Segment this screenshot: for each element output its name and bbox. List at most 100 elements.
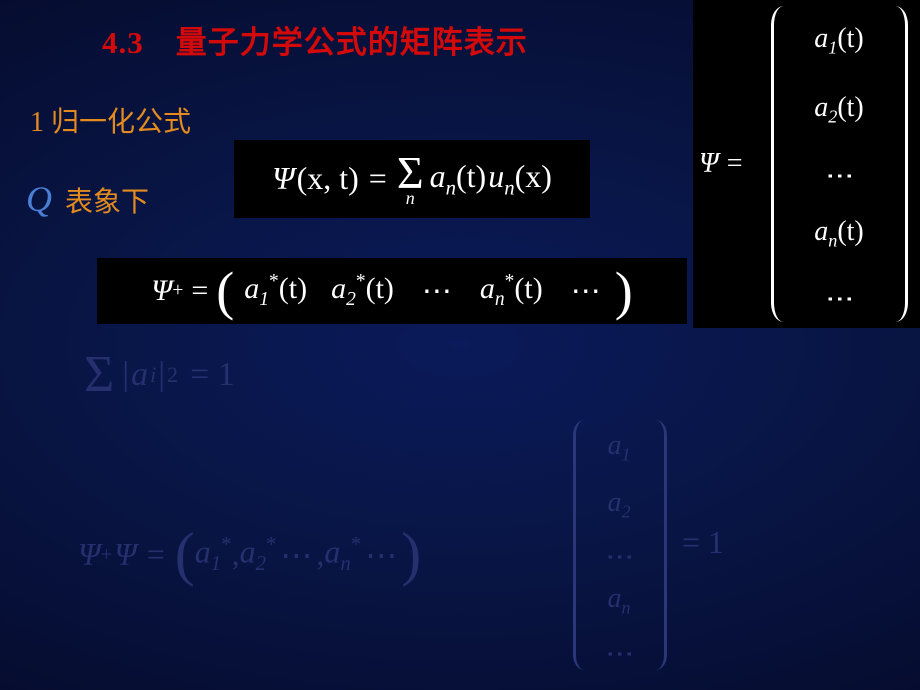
equation-row-vector: Ψ + = ( a1*(t) a2*(t) ⋯ an*(t) ⋯ ) [97, 258, 687, 324]
a: a [430, 158, 446, 194]
sub: 1 [621, 445, 630, 465]
rowvec-row: Ψ + = ( a1*(t) a2*(t) ⋯ an*(t) ⋯ ) [151, 260, 632, 322]
hdots-icon: ⋯ [571, 274, 601, 309]
right-paren-icon [648, 420, 667, 670]
psi-args: (x, t) [297, 160, 359, 197]
bar: | [122, 356, 129, 394]
a: a [607, 430, 621, 461]
star: * [266, 533, 276, 556]
col-item: a1 [607, 430, 630, 466]
row-item: an* [324, 533, 361, 576]
subsection-title: 1 归一化公式 [30, 100, 191, 140]
eq1-row: Ψ (x, t) = Σ n an(t) un(x) [272, 152, 552, 206]
section-title: 4.3 量子力学公式的矩阵表示 [102, 17, 528, 62]
arg: (t) [366, 272, 394, 305]
eq: = 1 [190, 356, 235, 394]
a: a [607, 487, 621, 518]
right-paren: ) [615, 260, 633, 322]
equals-sign: = [147, 536, 165, 573]
psi-symbol: Ψ [272, 160, 295, 197]
a: a [244, 272, 259, 305]
q-symbol: Q [26, 179, 52, 219]
a-term: an(t) [430, 158, 487, 200]
sub: n [828, 230, 837, 250]
equals-sign: = [369, 160, 387, 197]
a: a [814, 216, 828, 247]
a: a [607, 583, 621, 614]
sub: 2 [256, 552, 266, 575]
sub: n [340, 552, 350, 575]
u-sub: n [504, 176, 514, 199]
column-entries: a1 a2 ⋮ an ⋮ [590, 420, 648, 670]
vdots-icon: ⋮ [825, 285, 853, 305]
left-paren: ( [216, 260, 234, 322]
lhs: Ψ + Ψ = ( a1* , a2* ⋯ , an* ⋯ ) [78, 520, 421, 589]
bar: | [158, 356, 165, 394]
hdots-icon: ⋯ [280, 536, 312, 574]
equation-column-vector: Ψ = a1(t) a2(t) ⋮ an(t) ⋮ [693, 0, 920, 328]
u-arg: (x) [515, 158, 552, 194]
col-item: a2 [607, 487, 630, 523]
sub: 2 [828, 107, 837, 127]
representation-label: Q 表象下 [26, 178, 149, 220]
arg: (t) [514, 272, 542, 305]
a-sub: n [446, 176, 456, 199]
u: u [488, 158, 504, 194]
ghost-inner-product: Ψ + Ψ = ( a1* , a2* ⋯ , an* ⋯ ) a1 a2 ⋮ … [78, 420, 838, 670]
col-item: an [607, 583, 630, 619]
a: a [814, 23, 828, 54]
right-paren: ) [401, 520, 421, 589]
comma: , [316, 536, 324, 573]
psi-symbol: Ψ [78, 536, 101, 573]
ghost-normalization: Σ | ai |2 = 1 [84, 345, 235, 404]
colvec-row: Ψ = a1(t) a2(t) ⋮ an(t) ⋮ [693, 0, 920, 328]
a: a [814, 92, 828, 123]
sub: 1 [259, 289, 269, 310]
vdots-icon: ⋮ [605, 640, 633, 660]
equation-expansion: Ψ (x, t) = Σ n an(t) un(x) [234, 140, 590, 218]
subtitle-text: 1 归一化公式 [30, 107, 191, 138]
a: a [240, 534, 256, 570]
star: * [221, 533, 231, 556]
col-item: a1(t) [814, 23, 864, 59]
ghost-sum-row: Σ | ai |2 = 1 [84, 345, 235, 404]
dagger: + [172, 280, 183, 302]
sub: 2 [346, 289, 356, 310]
psi-symbol: Ψ [699, 148, 719, 180]
column-entries: a1(t) a2(t) ⋮ an(t) ⋮ [791, 6, 887, 322]
col-item: a2(t) [814, 92, 864, 128]
row-item: a1* [195, 533, 232, 576]
sub: n [495, 289, 505, 310]
psi-symbol: Ψ [151, 274, 172, 308]
left-paren-icon [771, 6, 792, 322]
sigma: Σ [84, 345, 114, 404]
rhs: = 1 [682, 524, 724, 561]
right-paren-icon [887, 6, 908, 322]
hdots-icon: ⋯ [422, 274, 452, 309]
a: a [131, 356, 148, 394]
row-item: a2*(t) [331, 271, 394, 311]
ghost-prod-row: Ψ + Ψ = ( a1* , a2* ⋯ , an* ⋯ ) a1 a2 ⋮ … [78, 420, 838, 670]
sub: 2 [621, 501, 630, 521]
arg: (t) [837, 92, 863, 123]
a: a [195, 534, 211, 570]
sub: 1 [828, 38, 837, 58]
star: * [505, 271, 515, 292]
sub: 1 [211, 552, 221, 575]
dagger: + [101, 543, 113, 567]
star: * [351, 533, 361, 556]
arg: (t) [279, 272, 307, 305]
star: * [356, 271, 366, 292]
col-item: an(t) [814, 216, 864, 252]
a-arg: (t) [456, 158, 486, 194]
title-text: 4.3 量子力学公式的矩阵表示 [102, 25, 528, 60]
row-item: a1*(t) [244, 271, 307, 311]
comma: , [232, 536, 240, 573]
rep-text: 表象下 [65, 187, 149, 218]
row-item: an*(t) [480, 271, 543, 311]
u-term: un(x) [488, 158, 552, 200]
vdots-icon: ⋮ [605, 543, 633, 563]
left-paren: ( [175, 520, 195, 589]
equals-sign: = [727, 148, 743, 180]
psi-symbol: Ψ [114, 536, 137, 573]
